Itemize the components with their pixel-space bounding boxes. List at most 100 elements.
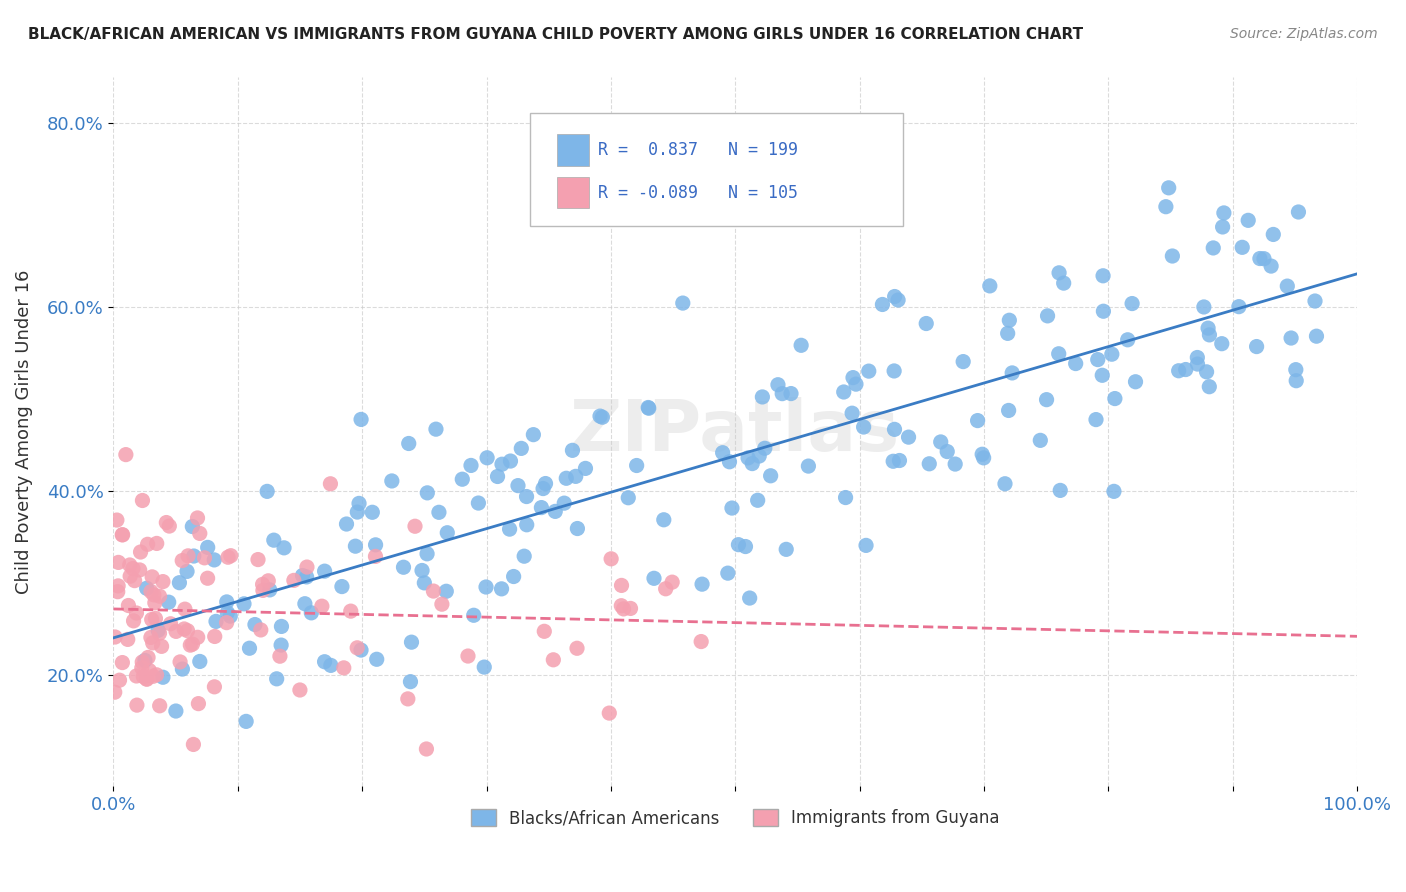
- Blacks/African Americans: [832, 384, 855, 399]
- Immigrants from Guyana: [131, 661, 153, 675]
- Blacks/African Americans: [134, 653, 156, 667]
- Immigrants from Guyana: [204, 630, 226, 644]
- Immigrants from Guyana: [257, 574, 280, 588]
- Blacks/African Americans: [1197, 321, 1219, 335]
- Text: R =  0.837   N = 199: R = 0.837 N = 199: [599, 142, 799, 160]
- Blacks/African Americans: [531, 482, 554, 496]
- Blacks/African Americans: [1049, 483, 1071, 498]
- Blacks/African Americans: [1198, 380, 1220, 394]
- Immigrants from Guyana: [124, 574, 146, 588]
- Blacks/African Americans: [392, 560, 415, 574]
- Blacks/African Americans: [690, 577, 713, 591]
- Blacks/African Americans: [561, 443, 583, 458]
- Blacks/African Americans: [273, 541, 295, 555]
- Blacks/African Americans: [770, 386, 793, 401]
- Immigrants from Guyana: [217, 550, 239, 565]
- Immigrants from Guyana: [157, 519, 180, 533]
- Immigrants from Guyana: [125, 606, 148, 620]
- Blacks/African Americans: [1161, 249, 1184, 263]
- Blacks/African Americans: [344, 539, 367, 553]
- Blacks/African Americans: [291, 568, 314, 582]
- Blacks/African Americans: [1249, 252, 1271, 266]
- Immigrants from Guyana: [619, 601, 641, 615]
- Blacks/African Americans: [842, 370, 865, 384]
- Blacks/African Americans: [1198, 327, 1220, 342]
- Blacks/African Americans: [997, 326, 1019, 341]
- Blacks/African Americans: [294, 597, 316, 611]
- Blacks/African Americans: [966, 414, 988, 428]
- Blacks/African Americans: [1246, 340, 1268, 354]
- Immigrants from Guyana: [117, 599, 139, 613]
- Blacks/African Americans: [219, 609, 242, 624]
- Immigrants from Guyana: [128, 563, 150, 577]
- Blacks/African Americans: [544, 504, 567, 518]
- Immigrants from Guyana: [169, 655, 191, 669]
- Blacks/African Americans: [1187, 351, 1209, 365]
- Blacks/African Americans: [510, 442, 533, 456]
- Blacks/African Americans: [883, 289, 905, 303]
- Immigrants from Guyana: [565, 641, 588, 656]
- Immigrants from Guyana: [346, 640, 368, 655]
- Blacks/African Americans: [652, 513, 675, 527]
- Immigrants from Guyana: [125, 698, 148, 713]
- Blacks/African Americans: [747, 493, 769, 508]
- FancyBboxPatch shape: [557, 134, 589, 166]
- Blacks/African Americans: [1305, 329, 1327, 343]
- Blacks/African Americans: [766, 377, 789, 392]
- Blacks/African Americans: [737, 450, 759, 465]
- Immigrants from Guyana: [202, 680, 225, 694]
- Blacks/African Americans: [188, 655, 211, 669]
- Immigrants from Guyana: [422, 584, 444, 599]
- Immigrants from Guyana: [142, 636, 165, 650]
- Immigrants from Guyana: [141, 613, 163, 627]
- Blacks/African Americans: [205, 615, 228, 629]
- Immigrants from Guyana: [129, 545, 152, 559]
- Immigrants from Guyana: [132, 669, 155, 683]
- Blacks/African Americans: [335, 516, 357, 531]
- Immigrants from Guyana: [174, 602, 197, 616]
- Blacks/African Americans: [1047, 266, 1070, 280]
- Blacks/African Americans: [1047, 347, 1070, 361]
- Immigrants from Guyana: [104, 630, 127, 644]
- Blacks/African Americans: [472, 660, 495, 674]
- Blacks/African Americans: [350, 412, 373, 426]
- Blacks/African Americans: [176, 565, 198, 579]
- Immigrants from Guyana: [179, 638, 201, 652]
- Blacks/African Americans: [530, 500, 553, 515]
- Immigrants from Guyana: [187, 697, 209, 711]
- Immigrants from Guyana: [288, 683, 311, 698]
- Blacks/African Americans: [1091, 368, 1114, 383]
- Blacks/African Americans: [1029, 434, 1052, 448]
- Immigrants from Guyana: [172, 553, 194, 567]
- Immigrants from Guyana: [247, 552, 270, 566]
- Blacks/African Americans: [146, 624, 169, 638]
- Immigrants from Guyana: [108, 673, 131, 688]
- Blacks/African Americans: [498, 522, 520, 536]
- Blacks/African Americans: [952, 354, 974, 368]
- Immigrants from Guyana: [135, 672, 157, 686]
- Immigrants from Guyana: [138, 664, 160, 678]
- Blacks/African Americans: [1288, 205, 1310, 219]
- Y-axis label: Child Poverty Among Girls Under 16: Child Poverty Among Girls Under 16: [15, 269, 32, 594]
- Immigrants from Guyana: [543, 653, 565, 667]
- Blacks/African Americans: [314, 564, 336, 578]
- Immigrants from Guyana: [159, 616, 181, 631]
- Blacks/African Americans: [486, 469, 509, 483]
- Blacks/African Americans: [591, 410, 613, 425]
- Blacks/African Americans: [1064, 357, 1087, 371]
- Blacks/African Americans: [516, 517, 538, 532]
- Blacks/African Americans: [574, 461, 596, 475]
- Immigrants from Guyana: [197, 571, 219, 585]
- Blacks/African Americans: [1035, 392, 1057, 407]
- Blacks/African Americans: [270, 638, 292, 652]
- Blacks/African Americans: [1104, 392, 1126, 406]
- Blacks/African Americans: [183, 549, 205, 563]
- Blacks/African Americans: [1154, 200, 1177, 214]
- Blacks/African Americans: [1187, 357, 1209, 371]
- Immigrants from Guyana: [283, 574, 305, 588]
- Blacks/African Americans: [589, 409, 612, 424]
- Blacks/African Americans: [1277, 279, 1299, 293]
- Immigrants from Guyana: [188, 526, 211, 541]
- Immigrants from Guyana: [107, 584, 129, 599]
- Blacks/African Americans: [973, 450, 995, 465]
